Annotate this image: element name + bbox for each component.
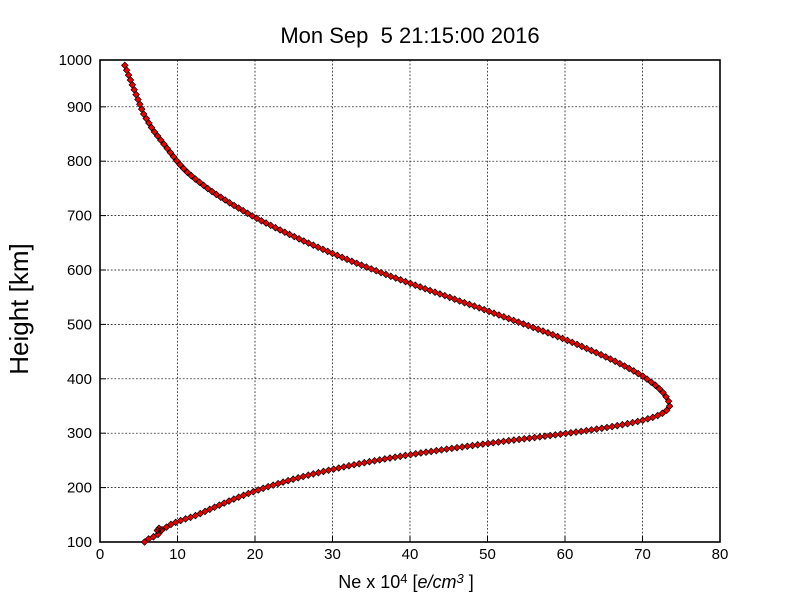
svg-text:Mon Sep 5 21:15:00 2016: Mon Sep 5 21:15:00 2016 [280,23,539,48]
svg-text:300: 300 [67,425,92,442]
svg-text:500: 500 [67,316,92,333]
svg-text:700: 700 [67,208,92,225]
svg-text:60: 60 [557,546,574,563]
svg-text:900: 900 [67,99,92,116]
svg-text:80: 80 [712,546,729,563]
svg-text:70: 70 [634,546,651,563]
svg-text:200: 200 [67,480,92,497]
svg-text:1000: 1000 [59,52,92,69]
svg-text:Height [km]: Height [km] [4,243,34,375]
svg-text:0: 0 [96,546,104,563]
svg-text:30: 30 [324,546,341,563]
svg-text:800: 800 [67,153,92,170]
svg-text:20: 20 [247,546,264,563]
svg-text:10: 10 [169,546,186,563]
svg-text:400: 400 [67,371,92,388]
svg-text:40: 40 [402,546,419,563]
svg-text:50: 50 [479,546,496,563]
svg-text:600: 600 [67,262,92,279]
svg-text:100: 100 [67,534,92,551]
